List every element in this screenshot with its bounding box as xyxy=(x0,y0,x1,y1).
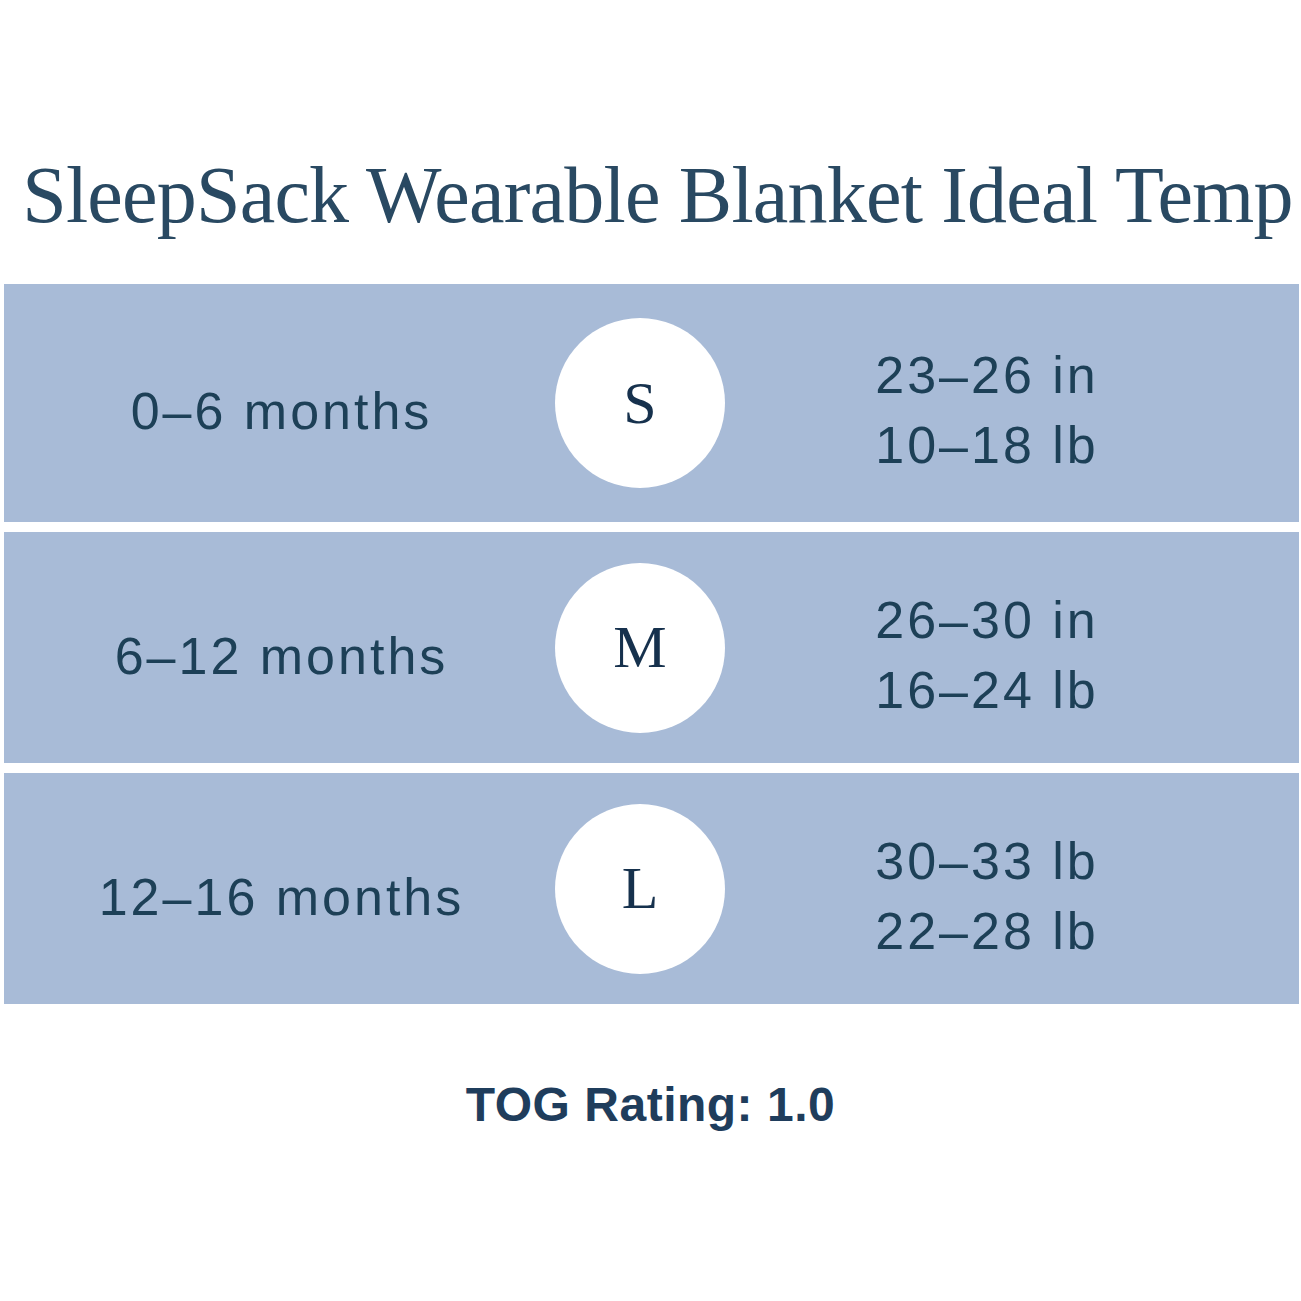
age-range-label: 0–6 months xyxy=(4,292,559,530)
size-badge-large: L xyxy=(555,804,725,974)
age-range-label: 6–12 months xyxy=(4,540,559,771)
size-chart: SleepSack Wearable Blanket Ideal Temp 0–… xyxy=(0,0,1301,1301)
measurements: 30–33 lb 22–28 lb xyxy=(725,780,1249,1011)
length-range: 23–26 in xyxy=(875,340,1099,410)
size-row-large: 12–16 months L 30–33 lb 22–28 lb xyxy=(4,773,1299,1004)
size-badge-small: S xyxy=(555,318,725,488)
size-letter: S xyxy=(623,369,656,438)
size-row-small: 0–6 months S 23–26 in 10–18 lb xyxy=(4,284,1299,522)
size-letter: M xyxy=(613,613,666,682)
length-range: 26–30 in xyxy=(875,585,1099,655)
measurements: 23–26 in 10–18 lb xyxy=(725,291,1249,529)
size-row-medium: 6–12 months M 26–30 in 16–24 lb xyxy=(4,532,1299,763)
weight-range: 22–28 lb xyxy=(875,896,1099,966)
size-badge-medium: M xyxy=(555,563,725,733)
tog-rating: TOG Rating: 1.0 xyxy=(0,1077,1301,1132)
size-letter: L xyxy=(622,854,659,923)
measurements: 26–30 in 16–24 lb xyxy=(725,539,1249,770)
age-range-label: 12–16 months xyxy=(4,781,559,1012)
weight-range: 16–24 lb xyxy=(875,655,1099,725)
page-title: SleepSack Wearable Blanket Ideal Temp xyxy=(7,145,1301,255)
length-range: 30–33 lb xyxy=(875,826,1099,896)
weight-range: 10–18 lb xyxy=(875,410,1099,480)
